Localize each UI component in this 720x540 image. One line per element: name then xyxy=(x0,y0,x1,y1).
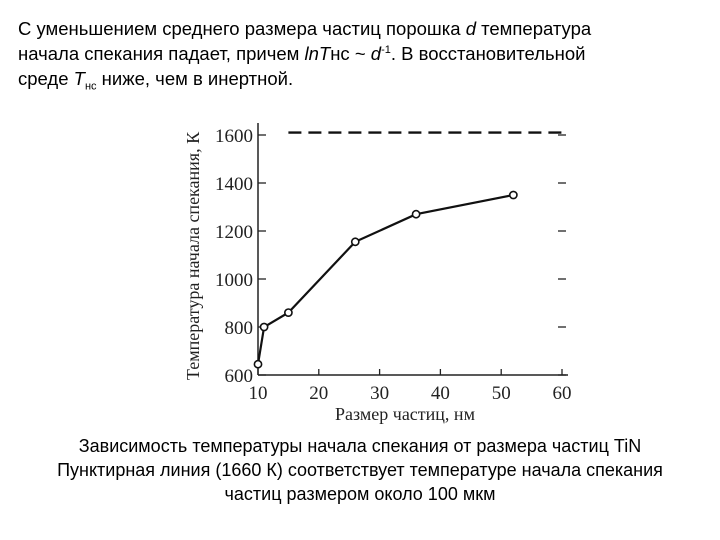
x-axis-label: Размер частиц, нм xyxy=(335,404,475,424)
caption-line-3: частиц размером около 100 мкм xyxy=(224,484,496,504)
y-axis-label: Температура начала спекания, К xyxy=(183,131,203,380)
x-tick-label: 20 xyxy=(309,383,328,404)
y-tick-label: 1400 xyxy=(215,174,253,195)
chart-axes xyxy=(257,123,568,376)
data-point xyxy=(283,308,293,317)
sintering-temperature-chart: 10 20 30 40 50 60 600 800 1000 1200 1400 1600 Разме… xyxy=(183,123,572,424)
y-tick-label: 600 xyxy=(225,366,254,387)
intro-line-3: среде Tнс ниже, чем в инертной. xyxy=(18,68,294,93)
y-tick-label: 1600 xyxy=(215,126,253,147)
data-point xyxy=(411,209,421,219)
x-tick-label: 30 xyxy=(370,383,389,404)
chart-ticks: 10 20 30 40 50 60 600 800 1000 1200 1400 1600 xyxy=(215,126,572,404)
data-point xyxy=(253,359,263,369)
y-tick-label: 800 xyxy=(225,318,254,339)
caption-line-1: Зависимость температуры начала спекания … xyxy=(78,436,642,456)
y-tick-label: 1000 xyxy=(215,270,253,291)
figure-caption: Зависимость температуры начала спекания … xyxy=(0,434,720,506)
x-tick-label: 40 xyxy=(431,383,450,404)
intro-text: С уменьшением среднего размера частиц по… xyxy=(18,16,708,100)
x-tick-label: 50 xyxy=(492,383,511,404)
series-line xyxy=(256,193,514,365)
x-tick-label: 60 xyxy=(553,383,572,404)
intro-line-2: начала спекания падает, причем lnTнс ~ d… xyxy=(18,43,586,64)
x-tick-label: 10 xyxy=(249,383,268,404)
data-point xyxy=(350,237,360,247)
intro-line-1: С уменьшением среднего размера частиц по… xyxy=(18,18,592,39)
data-point xyxy=(259,322,269,332)
caption-line-2: Пунктирная линия (1660 К) соответствует … xyxy=(57,460,663,480)
y-tick-label: 1200 xyxy=(215,222,253,243)
chart-series xyxy=(253,131,562,369)
data-point xyxy=(508,190,518,200)
